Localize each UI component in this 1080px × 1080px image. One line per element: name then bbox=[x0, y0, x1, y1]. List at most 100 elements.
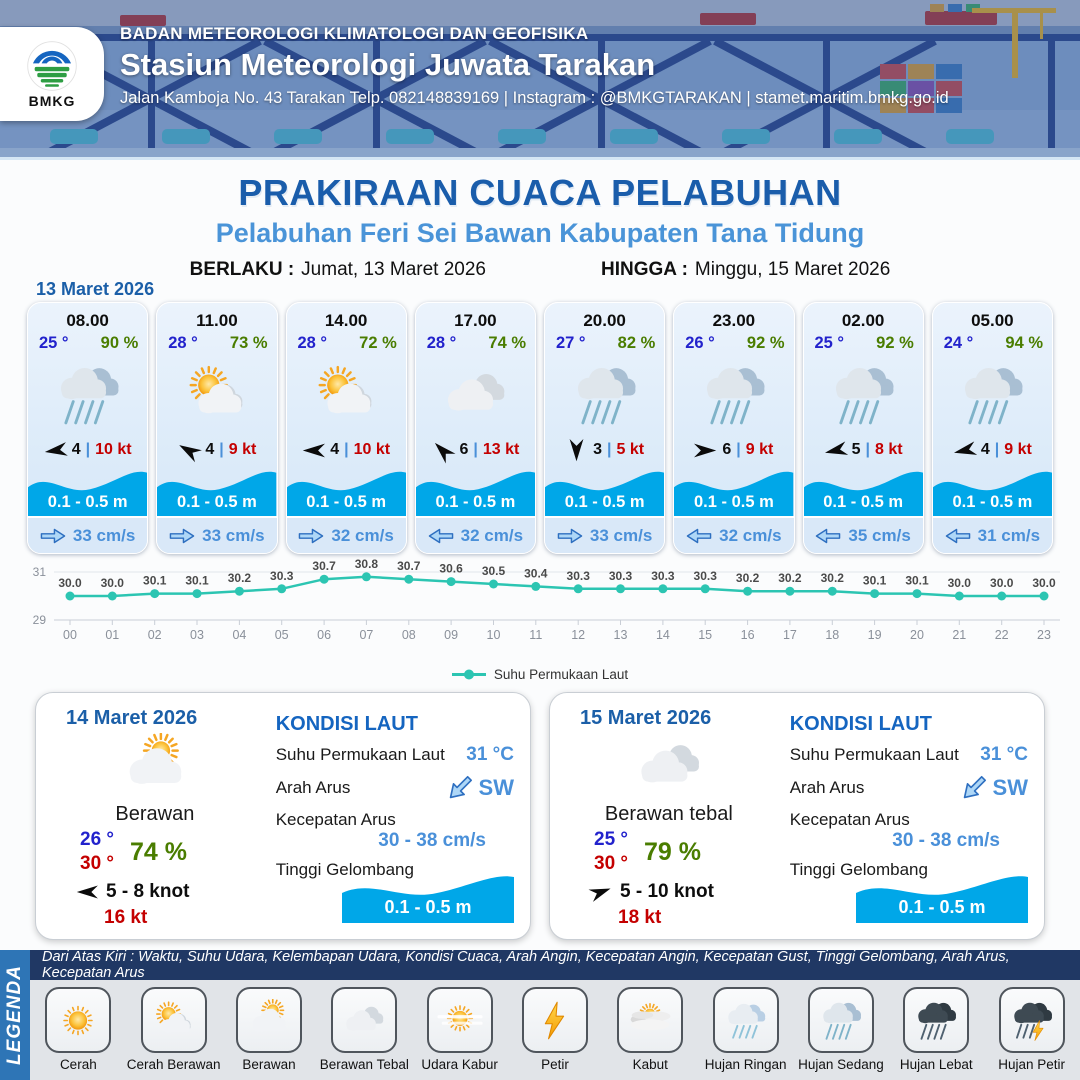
legend-item-label: Hujan Sedang bbox=[798, 1057, 884, 1072]
current-direction-value: SW bbox=[992, 775, 1028, 800]
temp-min-value: 26 ° bbox=[80, 828, 115, 850]
chart-legend-label: Suhu Permukaan Laut bbox=[493, 667, 629, 682]
temp-humidity-row: 24 ° 94 % bbox=[933, 331, 1052, 353]
wind-row: 4 | 9 kt bbox=[933, 436, 1052, 463]
wind-row: 3 | 5 kt bbox=[545, 436, 664, 463]
temp-humidity-row: 25 ° 90 % bbox=[28, 331, 147, 353]
cerah-berawan-icon bbox=[318, 365, 372, 413]
port-illustration bbox=[0, 0, 1080, 157]
humidity-value: 73 % bbox=[229, 334, 268, 352]
svg-text:30.1: 30.1 bbox=[185, 574, 209, 588]
wind-speed-value: 5 bbox=[851, 441, 861, 459]
page-subtitle: Pelabuhan Feri Sei Bawan Kabupaten Tana … bbox=[215, 218, 865, 248]
legend-item-label: Cerah bbox=[59, 1057, 97, 1072]
forecast-card: 20.00 27 ° 82 % 3 | 5 kt 0.1 - 0.5 m 33 … bbox=[544, 302, 666, 554]
wind-row: 5 - 8 knot bbox=[50, 881, 260, 903]
wind-row: 4 | 10 kt bbox=[287, 436, 406, 463]
wind-row: 5 - 10 knot bbox=[564, 881, 774, 903]
daily-forecast-panel: 15 Maret 2026 Berawan tebal 25 ° 30 ° 79 … bbox=[549, 692, 1045, 940]
temp-humidity-row: 25 ° 92 % bbox=[804, 331, 923, 353]
legend-icon-box bbox=[331, 987, 398, 1053]
legend-icon-box bbox=[807, 987, 874, 1053]
legend-item-label: Cerah Berawan bbox=[126, 1057, 221, 1072]
wave-graphic bbox=[342, 876, 514, 923]
current-direction-icon bbox=[299, 528, 324, 543]
gust-value: 16 kt bbox=[104, 907, 148, 928]
current-speed-value: 35 cm/s bbox=[848, 525, 911, 545]
svg-text:11: 11 bbox=[529, 628, 542, 642]
legend-item-label: Udara Kabur bbox=[421, 1057, 498, 1072]
wind-direction-icon bbox=[179, 444, 203, 462]
temperature-value: 27 ° bbox=[556, 334, 586, 352]
legend-item-label: Hujan Ringan bbox=[704, 1057, 787, 1072]
current-direction-sw-icon bbox=[963, 775, 986, 799]
wind-row: 4 | 10 kt bbox=[28, 436, 147, 463]
legend-icon-box bbox=[903, 987, 970, 1053]
weather-icon-wrap bbox=[28, 353, 147, 436]
current-direction-icon bbox=[40, 528, 66, 543]
wind-direction-icon bbox=[302, 443, 326, 457]
svg-text:00: 00 bbox=[63, 628, 77, 642]
wave-height-value: 0.1 - 0.5 m bbox=[384, 897, 472, 917]
wave-graphic bbox=[286, 471, 406, 517]
legend-item: Berawan Tebal bbox=[317, 987, 411, 1072]
date-label: 15 Maret 2026 bbox=[580, 707, 712, 729]
humidity-value: 72 % bbox=[359, 334, 397, 352]
current-speed-label: Kecepatan Arus bbox=[789, 810, 910, 829]
bmkg-logo-text: BMKG bbox=[28, 92, 76, 109]
legend-item-label: Petir bbox=[541, 1057, 569, 1072]
svg-text:30.1: 30.1 bbox=[863, 574, 887, 588]
wind-direction-icon bbox=[44, 441, 68, 456]
current-row: 31 cm/s bbox=[932, 516, 1052, 553]
wave-graphic bbox=[674, 471, 794, 517]
sst-line-chart: 31 29 30.0 00 30.0 01 30.1 02 30.1 03 30.2 04 30.3 05… bbox=[0, 556, 1080, 665]
wave-height-label: Tinggi Gelombang bbox=[789, 860, 928, 879]
gust-separator: | bbox=[736, 441, 741, 459]
forecast-card: 23.00 26 ° 92 % 6 | 9 kt 0.1 - 0.5 m 32 … bbox=[673, 302, 795, 554]
wind-row: 6 | 13 kt bbox=[416, 436, 535, 464]
gust-value: 9 kt bbox=[1004, 441, 1032, 459]
time-label: 23.00 bbox=[712, 311, 756, 330]
svg-text:30.0: 30.0 bbox=[58, 576, 82, 590]
gust-separator: | bbox=[344, 441, 349, 459]
temp-humidity-row: 28 ° 73 % bbox=[157, 331, 276, 353]
svg-text:07: 07 bbox=[359, 628, 373, 642]
svg-text:30.0: 30.0 bbox=[948, 576, 972, 590]
validity-row: BERLAKU : Jumat, 13 Maret 2026 HINGGA : Mi… bbox=[0, 259, 1080, 281]
current-speed-value: 30 - 38 cm/s bbox=[892, 830, 1000, 851]
daily-weather-summary: 15 Maret 2026 Berawan tebal 25 ° 30 ° 79 … bbox=[564, 703, 774, 929]
svg-text:01: 01 bbox=[105, 628, 119, 642]
wave-height-badge: 0.1 - 0.5 m bbox=[674, 464, 794, 517]
svg-text:31: 31 bbox=[33, 565, 47, 579]
wind-row: 6 | 9 kt bbox=[674, 436, 793, 463]
wave-height-value: 0.1 - 0.5 m bbox=[176, 493, 257, 512]
humidity-value: 74 % bbox=[488, 334, 526, 352]
legend-icon-box bbox=[521, 987, 588, 1053]
header-banner: BMKG BADAN METEOROLOGI KLIMATOLOGI DAN G… bbox=[0, 0, 1080, 160]
legend-item: Cerah bbox=[31, 987, 125, 1072]
wave-graphic bbox=[157, 471, 277, 517]
svg-text:30.3: 30.3 bbox=[694, 569, 718, 583]
berawan-tebal-icon bbox=[448, 373, 505, 411]
hujan-sedang-icon bbox=[706, 367, 765, 425]
gust-value: 10 kt bbox=[353, 441, 391, 459]
weather-icon-wrap bbox=[674, 353, 793, 436]
svg-text:30.3: 30.3 bbox=[609, 569, 633, 583]
legend-item: Kabut bbox=[603, 987, 697, 1072]
header-tint bbox=[0, 0, 1080, 157]
svg-text:30.0: 30.0 bbox=[990, 576, 1014, 590]
valid-from-value: Jumat, 13 Maret 2026 bbox=[301, 259, 486, 280]
weather-icon-wrap bbox=[933, 353, 1052, 436]
temp-humidity-block: 26 ° 30 ° 74 % bbox=[50, 828, 260, 877]
svg-text:20: 20 bbox=[910, 628, 924, 642]
station-name: Stasiun Meteorologi Juwata Tarakan bbox=[120, 47, 656, 82]
svg-text:30.6: 30.6 bbox=[439, 562, 463, 576]
forecast-card: 02.00 25 ° 92 % 5 | 8 kt 0.1 - 0.5 m 35 … bbox=[802, 302, 924, 554]
svg-text:14: 14 bbox=[656, 628, 670, 642]
current-speed-value: 30 - 38 cm/s bbox=[378, 830, 486, 851]
gust-separator: | bbox=[219, 441, 224, 459]
wave-height-value: 0.1 - 0.5 m bbox=[564, 493, 645, 512]
svg-text:19: 19 bbox=[868, 628, 882, 642]
time-label: 14.00 bbox=[324, 311, 368, 330]
